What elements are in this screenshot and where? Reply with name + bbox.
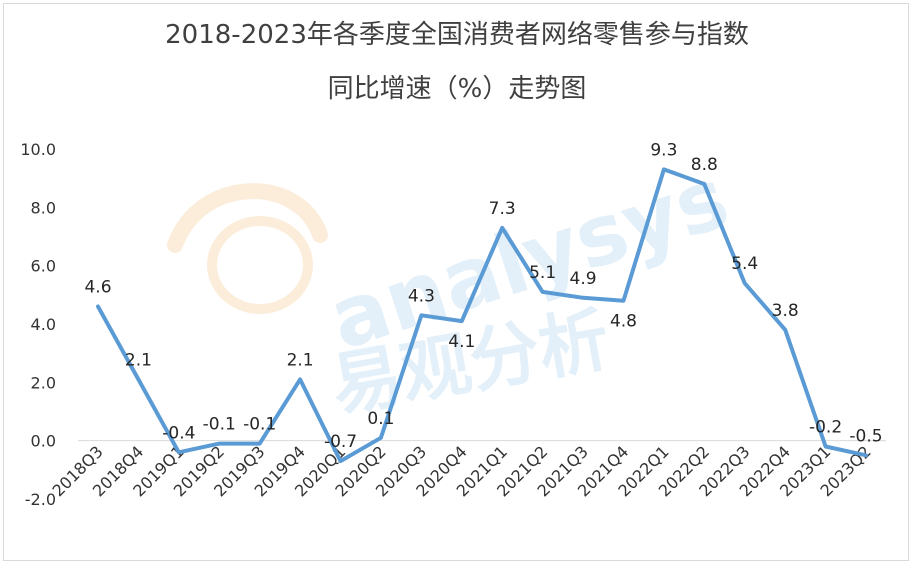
- x-axis-ticks: 2018Q32018Q42019Q12019Q22019Q32019Q42020…: [48, 442, 874, 500]
- data-label: 2.1: [125, 350, 152, 370]
- data-label: -0.2: [809, 418, 842, 438]
- data-label: 4.8: [610, 312, 637, 332]
- data-label: -0.4: [162, 423, 195, 443]
- chart-subtitle: 同比增速（%）走势图: [327, 74, 587, 104]
- data-labels: 4.6 2.1 -0.4 -0.1 -0.1 2.1 -0.7 0.1 4.3 4.1 7.3 5.1…: [84, 140, 882, 452]
- data-label: -0.1: [203, 415, 236, 435]
- y-tick-label: -2.0: [25, 490, 56, 509]
- data-label: -0.5: [849, 426, 882, 446]
- y-tick-label: 4.0: [31, 315, 56, 334]
- y-tick-label: 10.0: [20, 140, 56, 159]
- data-label: 3.8: [772, 301, 799, 321]
- watermark: analysys 易观分析: [167, 149, 740, 427]
- watermark-swoosh-icon: [167, 183, 328, 253]
- data-label: 8.8: [691, 155, 718, 175]
- y-tick-label: 6.0: [31, 257, 56, 276]
- y-tick-label: 0.0: [31, 432, 56, 451]
- data-label: -0.7: [324, 432, 357, 452]
- data-label: 4.9: [570, 269, 597, 289]
- data-label: 0.1: [367, 409, 394, 429]
- y-tick-label: 8.0: [31, 198, 56, 217]
- data-label: 2.1: [287, 350, 314, 370]
- data-label: 4.3: [408, 286, 435, 306]
- watermark-ring-icon: [207, 216, 313, 314]
- data-label: 7.3: [489, 199, 516, 219]
- y-tick-label: 2.0: [31, 373, 56, 392]
- chart-title: 2018-2023年各季度全国消费者网络零售参与指数: [165, 20, 749, 50]
- data-label: 9.3: [650, 140, 677, 160]
- data-label: -0.1: [243, 415, 276, 435]
- chart-frame: [3, 3, 909, 561]
- y-axis-ticks: -2.0 0.0 2.0 4.0 6.0 8.0 10.0: [20, 140, 56, 509]
- data-label: 4.6: [84, 278, 111, 298]
- data-label: 5.4: [731, 254, 758, 274]
- data-label: 5.1: [529, 263, 556, 283]
- data-label: 4.1: [448, 332, 475, 352]
- series-line: [96, 167, 868, 464]
